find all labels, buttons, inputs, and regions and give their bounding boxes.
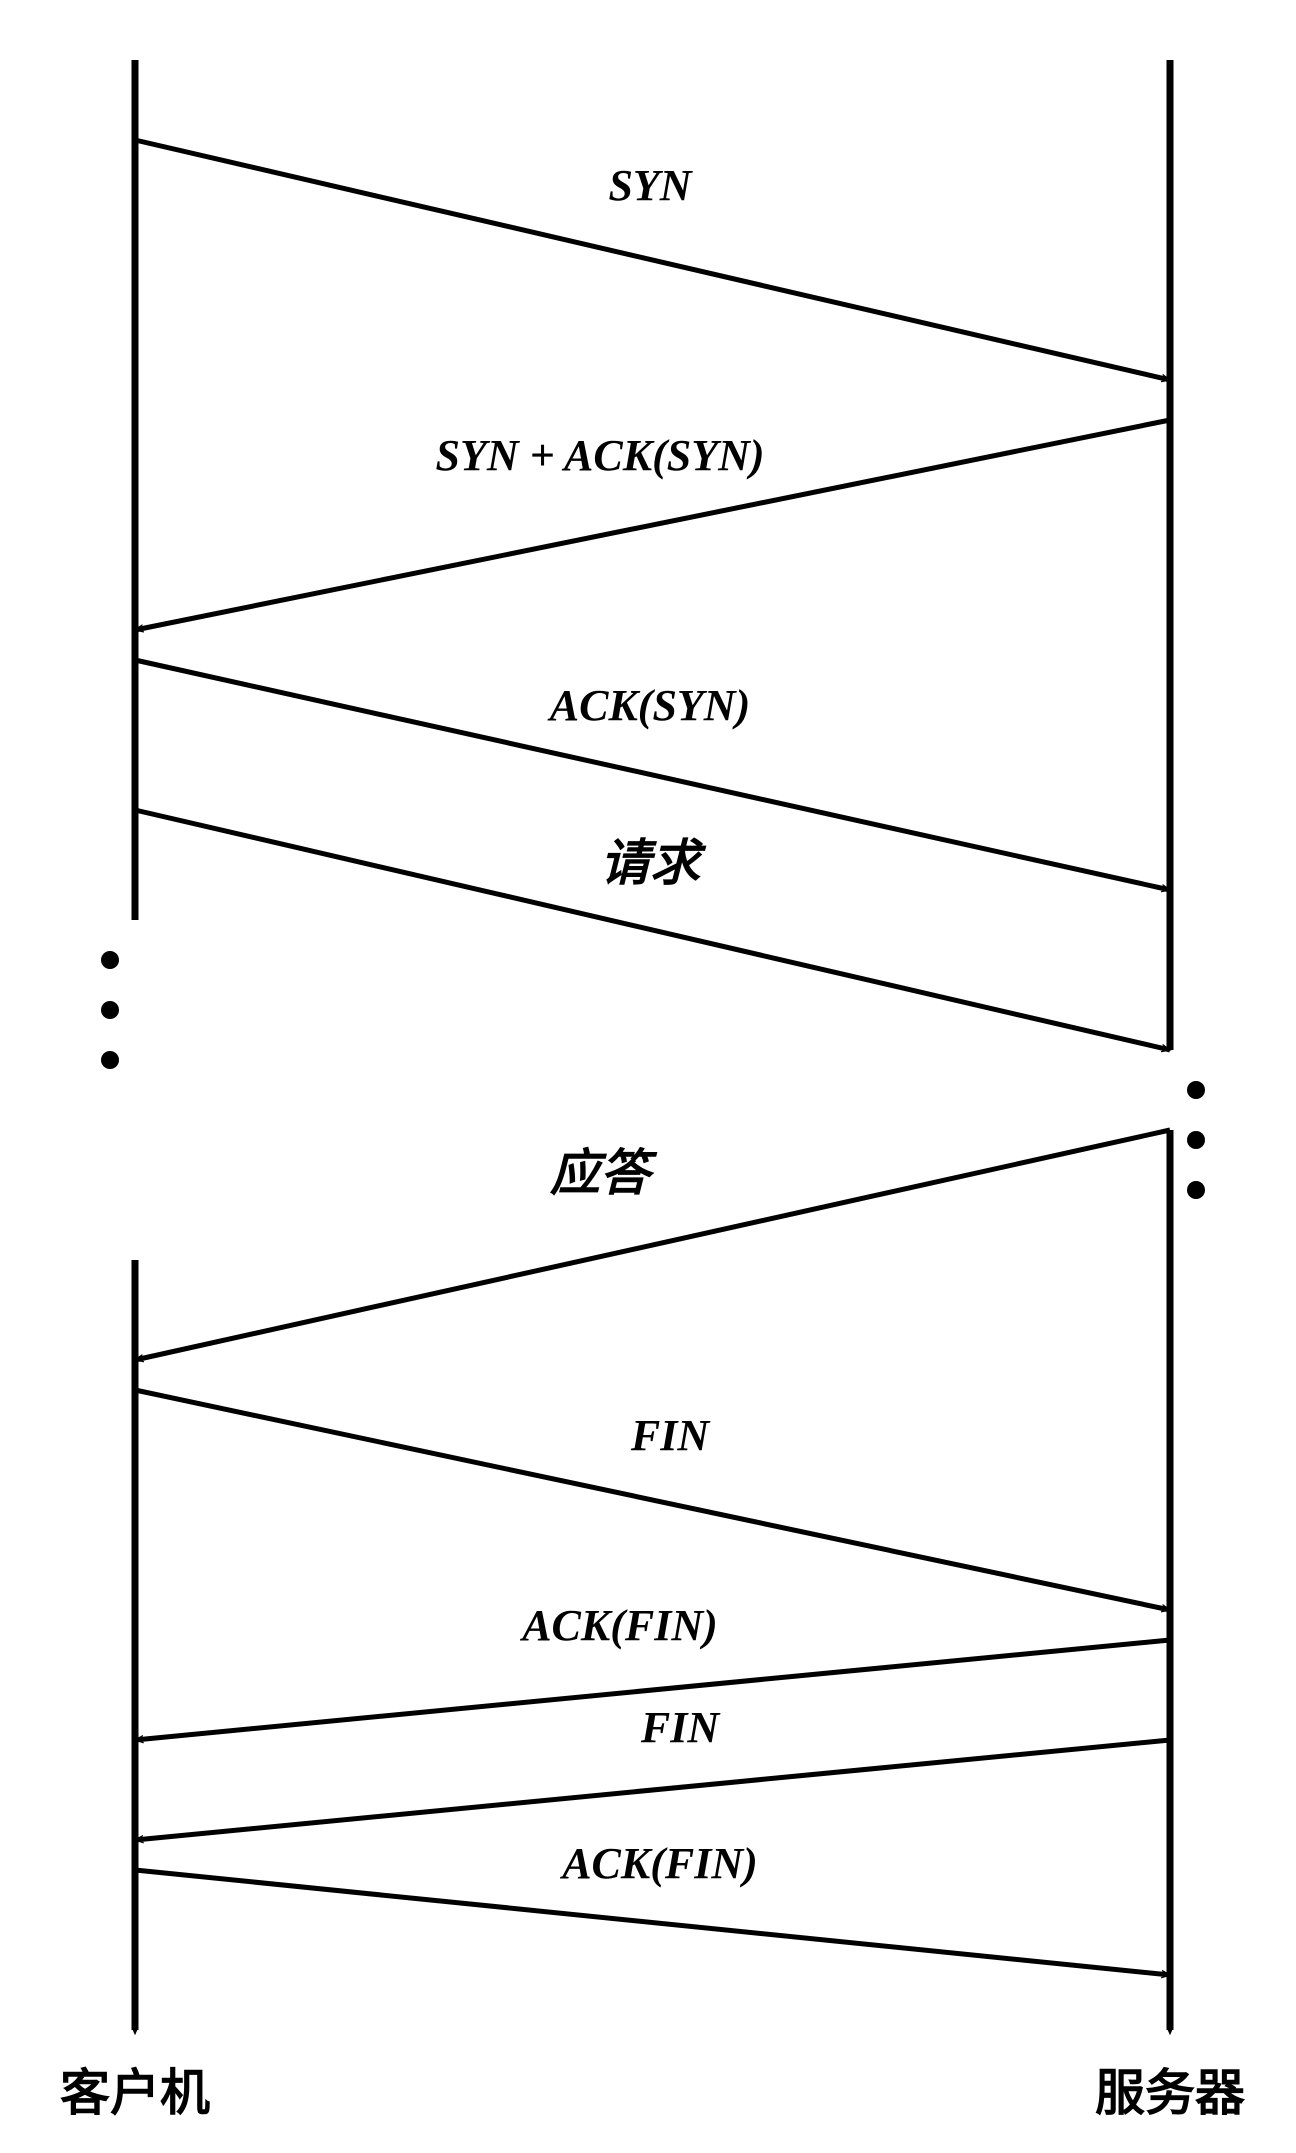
sequence-diagram: SYN SYN + ACK(SYN) ACK(SYN) 请求应答 FIN ACK(FIN)… bbox=[20, 20, 1276, 2133]
ellipsis-dot-server-1 bbox=[1187, 1131, 1205, 1149]
ellipsis-dot-server-2 bbox=[1187, 1181, 1205, 1199]
message-arrow-fin2 bbox=[135, 1740, 1170, 1840]
message-label-fin1: FIN bbox=[630, 1411, 711, 1460]
message-label-ackfin1: ACK(FIN) bbox=[519, 1601, 718, 1650]
ellipsis-dot-client-2 bbox=[101, 1051, 119, 1069]
message-label-ackfin2: ACK(FIN) bbox=[559, 1839, 758, 1888]
ellipsis-dot-server-0 bbox=[1187, 1081, 1205, 1099]
message-arrow-response bbox=[135, 1130, 1170, 1360]
message-label-fin2: FIN bbox=[640, 1703, 721, 1752]
message-label-request: 请求 bbox=[600, 835, 707, 891]
message-label-synack: SYN + ACK(SYN) bbox=[435, 431, 764, 480]
sequence-svg: SYN SYN + ACK(SYN) ACK(SYN) 请求应答 FIN ACK(FIN)… bbox=[20, 20, 1276, 2133]
ellipsis-dot-client-0 bbox=[101, 951, 119, 969]
ellipsis-dot-client-1 bbox=[101, 1001, 119, 1019]
message-label-syn: SYN bbox=[608, 161, 693, 210]
message-label-acksyn: ACK(SYN) bbox=[547, 681, 750, 730]
message-label-response: 应答 bbox=[549, 1145, 658, 1201]
actor-label-client: 客户机 bbox=[60, 2065, 210, 2121]
actor-label-server: 服务器 bbox=[1095, 2065, 1246, 2121]
